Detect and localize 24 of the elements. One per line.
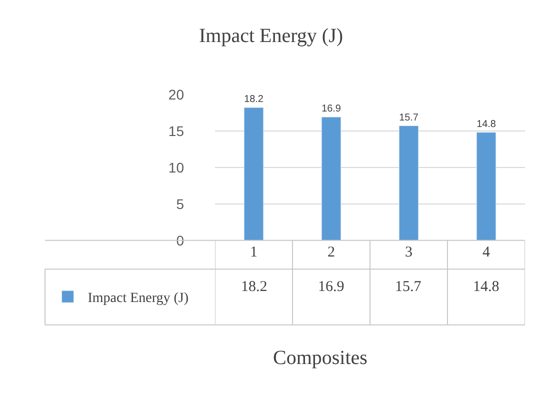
x-tick-label: 1 <box>250 244 258 260</box>
y-tick-label: 15 <box>168 122 184 139</box>
text: 16.9 <box>318 279 344 295</box>
x-tick-label: 4 <box>482 244 490 260</box>
chart-title: Impact Energy (J) <box>198 25 344 47</box>
bar <box>398 126 419 240</box>
bar <box>321 116 342 240</box>
bar <box>476 132 496 240</box>
data-label: 15.7 <box>399 112 419 124</box>
data-label: 14.8 <box>476 119 496 130</box>
x-axis-title: Composites <box>273 347 368 369</box>
legend-label: Impact Energy (J) <box>88 291 189 306</box>
data-label: 16.9 <box>322 104 342 115</box>
y-tick-label: 20 <box>168 86 184 102</box>
text: 18.2 <box>241 279 268 295</box>
x-tick-label: 2 <box>328 244 335 260</box>
bar <box>244 107 264 240</box>
y-tick-label: 10 <box>168 159 184 176</box>
y-tick-label: 0 <box>176 232 184 248</box>
data-label: 18.2 <box>244 94 264 106</box>
x-tick-label: 3 <box>405 244 412 260</box>
y-tick-label: 5 <box>176 196 184 212</box>
text: 15.7 <box>395 279 422 295</box>
text: 14.8 <box>473 279 500 295</box>
